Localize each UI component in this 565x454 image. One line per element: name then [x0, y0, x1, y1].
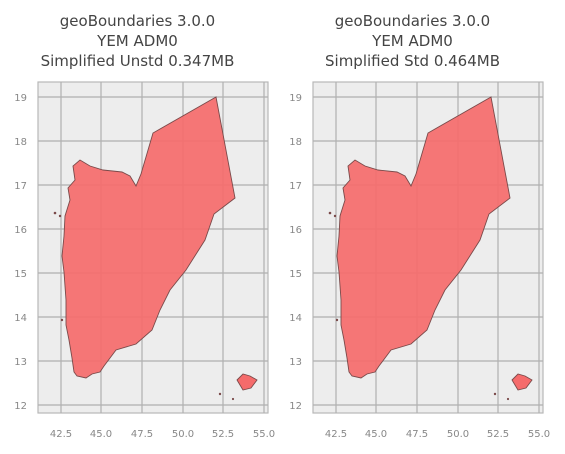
map-title-line3: Simplified Unstd 0.347MB — [40, 52, 235, 70]
x-tick-label: 52.5 — [487, 429, 509, 440]
y-tick-label: 19 — [14, 93, 27, 104]
map-panel-std: geoBoundaries 3.0.0 YEM ADM0 Simplified … — [275, 0, 550, 454]
y-tick-label: 15 — [14, 269, 27, 280]
y-tick-labels: 12 13 14 15 16 17 18 19 — [289, 93, 302, 412]
map-plot-unstd: 42.5 45.0 47.5 50.0 52.5 55.0 12 13 14 1… — [14, 81, 275, 440]
map-title-line1: geoBoundaries 3.0.0 — [334, 12, 491, 30]
y-tick-label: 18 — [289, 137, 302, 148]
y-tick-label: 12 — [289, 401, 302, 412]
x-tick-label: 47.5 — [131, 429, 153, 440]
map-title-line1: geoBoundaries 3.0.0 — [59, 12, 216, 30]
y-tick-label: 18 — [14, 137, 27, 148]
x-tick-label: 42.5 — [50, 429, 72, 440]
y-tick-label: 12 — [14, 401, 27, 412]
x-tick-label: 45.0 — [365, 429, 387, 440]
y-tick-labels: 12 13 14 15 16 17 18 19 — [14, 93, 27, 412]
y-tick-label: 19 — [289, 93, 302, 104]
y-tick-label: 17 — [289, 181, 302, 192]
x-tick-label: 55.0 — [528, 429, 550, 440]
yemen-boundary — [53, 96, 258, 401]
y-tick-label: 13 — [14, 357, 27, 368]
y-tick-label: 14 — [289, 313, 302, 324]
map-title-line3: Simplified Std 0.464MB — [325, 52, 500, 70]
x-tick-labels: 42.5 45.0 47.5 50.0 52.5 55.0 — [50, 429, 275, 440]
x-tick-label: 45.0 — [90, 429, 112, 440]
y-tick-label: 16 — [14, 225, 27, 236]
y-tick-label: 17 — [14, 181, 27, 192]
y-tick-label: 13 — [289, 357, 302, 368]
x-tick-label: 52.5 — [212, 429, 234, 440]
yemen-boundary — [328, 96, 533, 401]
map-title-line2: YEM ADM0 — [97, 32, 178, 50]
x-tick-label: 42.5 — [325, 429, 347, 440]
map-plot-std: 42.5 45.0 47.5 50.0 52.5 55.0 12 13 14 1… — [289, 81, 550, 440]
map-panel-unstd: geoBoundaries 3.0.0 YEM ADM0 Simplified … — [0, 0, 275, 454]
y-tick-label: 15 — [289, 269, 302, 280]
y-tick-label: 14 — [14, 313, 27, 324]
map-title-line2: YEM ADM0 — [372, 32, 453, 50]
x-tick-label: 47.5 — [406, 429, 428, 440]
x-tick-label: 50.0 — [447, 429, 469, 440]
x-tick-labels: 42.5 45.0 47.5 50.0 52.5 55.0 — [325, 429, 550, 440]
x-tick-label: 50.0 — [172, 429, 194, 440]
x-tick-label: 55.0 — [253, 429, 275, 440]
y-tick-label: 16 — [289, 225, 302, 236]
